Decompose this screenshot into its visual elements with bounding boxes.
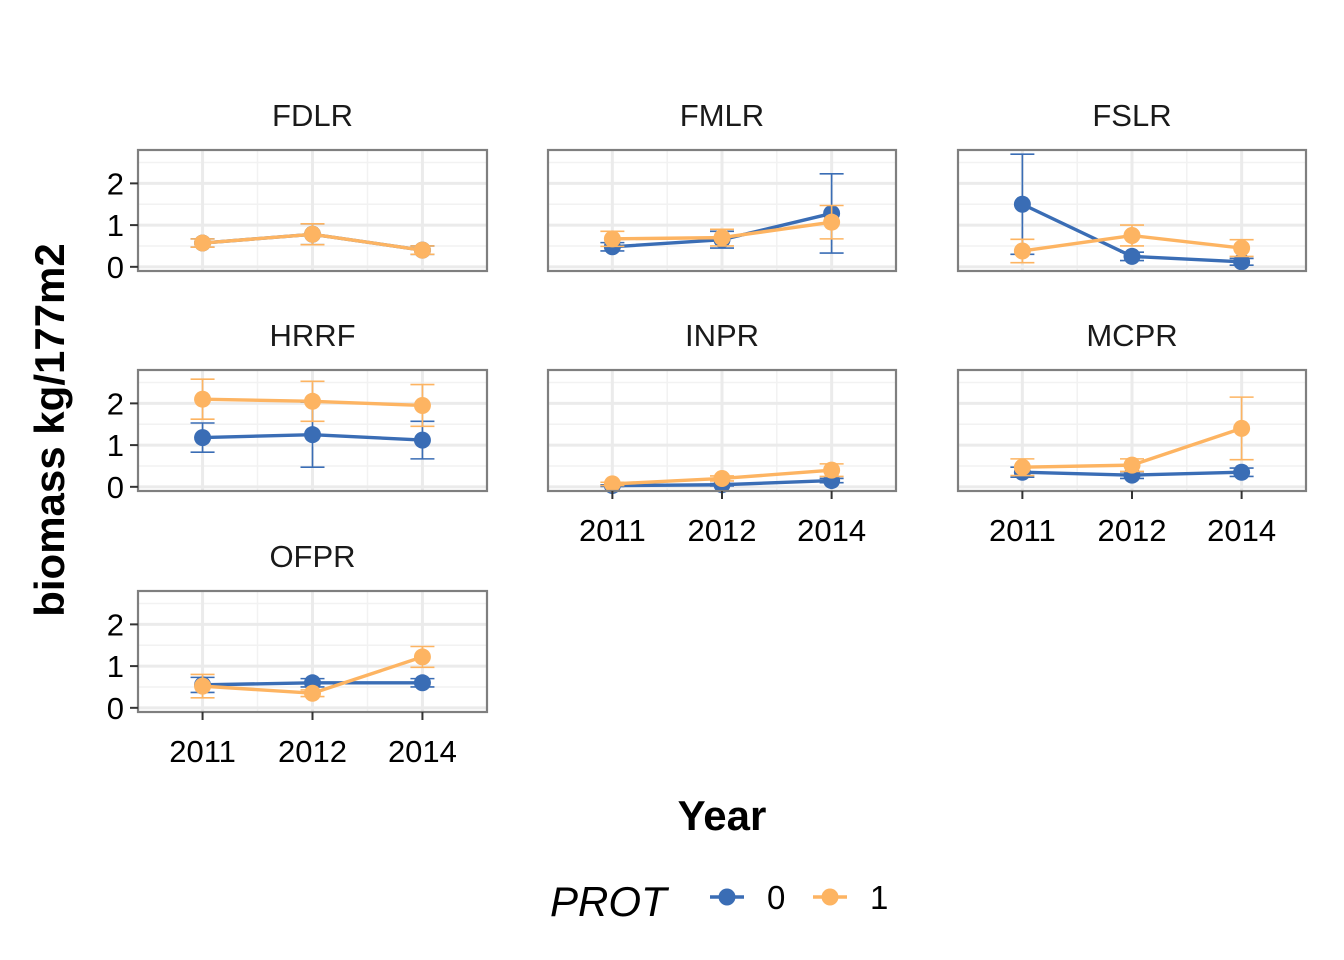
panel-border — [136, 148, 489, 273]
x-tick-label: 2012 — [278, 734, 347, 769]
legend-label: 0 — [767, 879, 785, 916]
y-axis-title: biomass kg/177m2 — [26, 243, 73, 617]
x-tick-label: 2011 — [169, 734, 236, 769]
y-tick-label: 1 — [107, 649, 124, 684]
series-1 — [190, 645, 435, 702]
x-tick-label: 2011 — [579, 513, 646, 548]
y-tick-label: 1 — [107, 208, 124, 243]
panel-fdlr: FDLR 0 1 2 — [107, 98, 489, 285]
series-1 — [1010, 224, 1254, 264]
data-point — [1013, 195, 1031, 213]
data-point — [823, 461, 841, 479]
x-tick-label: 2014 — [1207, 513, 1276, 548]
x-tick-label: 2012 — [1098, 513, 1167, 548]
data-point — [1013, 242, 1031, 260]
data-point — [194, 390, 212, 408]
panel-title: HRRF — [269, 318, 355, 353]
legend-label: 1 — [870, 879, 888, 916]
panel-title: FSLR — [1092, 98, 1171, 133]
y-tick-label: 2 — [107, 386, 124, 421]
data-point — [603, 230, 621, 248]
panel-fslr: FSLR — [956, 98, 1308, 273]
panel-ofpr: OFPR 0 1 2 2011 2012 2014 — [107, 539, 489, 769]
x-tick-label: 2012 — [688, 513, 757, 548]
series-0 — [190, 401, 435, 469]
series-1 — [600, 461, 844, 493]
data-point — [1233, 253, 1251, 271]
panel-mcpr: MCPR 2011 2012 2014 — [956, 318, 1308, 548]
y-tick-label: 2 — [107, 607, 124, 642]
panel-title: INPR — [685, 318, 759, 353]
data-point — [1123, 227, 1141, 245]
legend-key-point — [821, 888, 839, 906]
series-1 — [1010, 396, 1254, 477]
data-point — [413, 674, 431, 692]
panel-title: MCPR — [1086, 318, 1177, 353]
data-point — [713, 229, 731, 247]
x-tick-label: 2014 — [797, 513, 866, 548]
series-1 — [190, 223, 435, 259]
data-point — [603, 475, 621, 493]
panel-fmlr: FMLR — [546, 98, 898, 273]
y-tick-label: 2 — [107, 166, 124, 201]
data-point — [194, 234, 212, 252]
panel-hrrf: HRRF 0 1 2 — [107, 318, 489, 505]
data-point — [1233, 463, 1251, 481]
x-tick-label: 2014 — [388, 734, 457, 769]
data-point — [194, 429, 212, 447]
data-point — [413, 396, 431, 414]
legend-key-point — [718, 888, 736, 906]
series-0 — [1010, 153, 1254, 271]
data-point — [1233, 239, 1251, 257]
panel-border — [956, 148, 1308, 273]
panel-border — [546, 148, 898, 273]
data-point — [304, 392, 321, 410]
panel-title: FDLR — [272, 98, 353, 133]
data-point — [1233, 419, 1251, 437]
y-tick-label: 0 — [107, 470, 124, 505]
data-point — [304, 426, 321, 444]
panel-title: FMLR — [680, 98, 764, 133]
legend-item-1: 1 — [813, 879, 888, 916]
data-point — [413, 648, 431, 666]
legend-item-0: 0 — [710, 879, 785, 916]
data-point — [413, 241, 431, 259]
panel-title: OFPR — [269, 539, 355, 574]
series-1 — [190, 378, 435, 428]
series-1 — [600, 204, 844, 248]
data-point — [713, 469, 731, 487]
x-axis-title: Year — [678, 792, 767, 839]
data-point — [1013, 458, 1031, 476]
y-tick-label: 0 — [107, 691, 124, 726]
panel-inpr: INPR 2011 2012 2014 — [546, 318, 898, 548]
data-point — [1123, 456, 1141, 474]
y-tick-label: 0 — [107, 250, 124, 285]
y-tick-label: 1 — [107, 428, 124, 463]
data-point — [194, 677, 212, 695]
data-point — [413, 431, 431, 449]
legend-title: PROT — [550, 878, 670, 925]
x-tick-label: 2011 — [989, 513, 1056, 548]
legend: PROT 0 1 — [550, 878, 888, 925]
data-point — [304, 225, 321, 243]
data-point — [823, 213, 841, 231]
data-point — [1123, 247, 1141, 265]
data-point — [304, 684, 321, 702]
panel-border — [136, 368, 489, 493]
